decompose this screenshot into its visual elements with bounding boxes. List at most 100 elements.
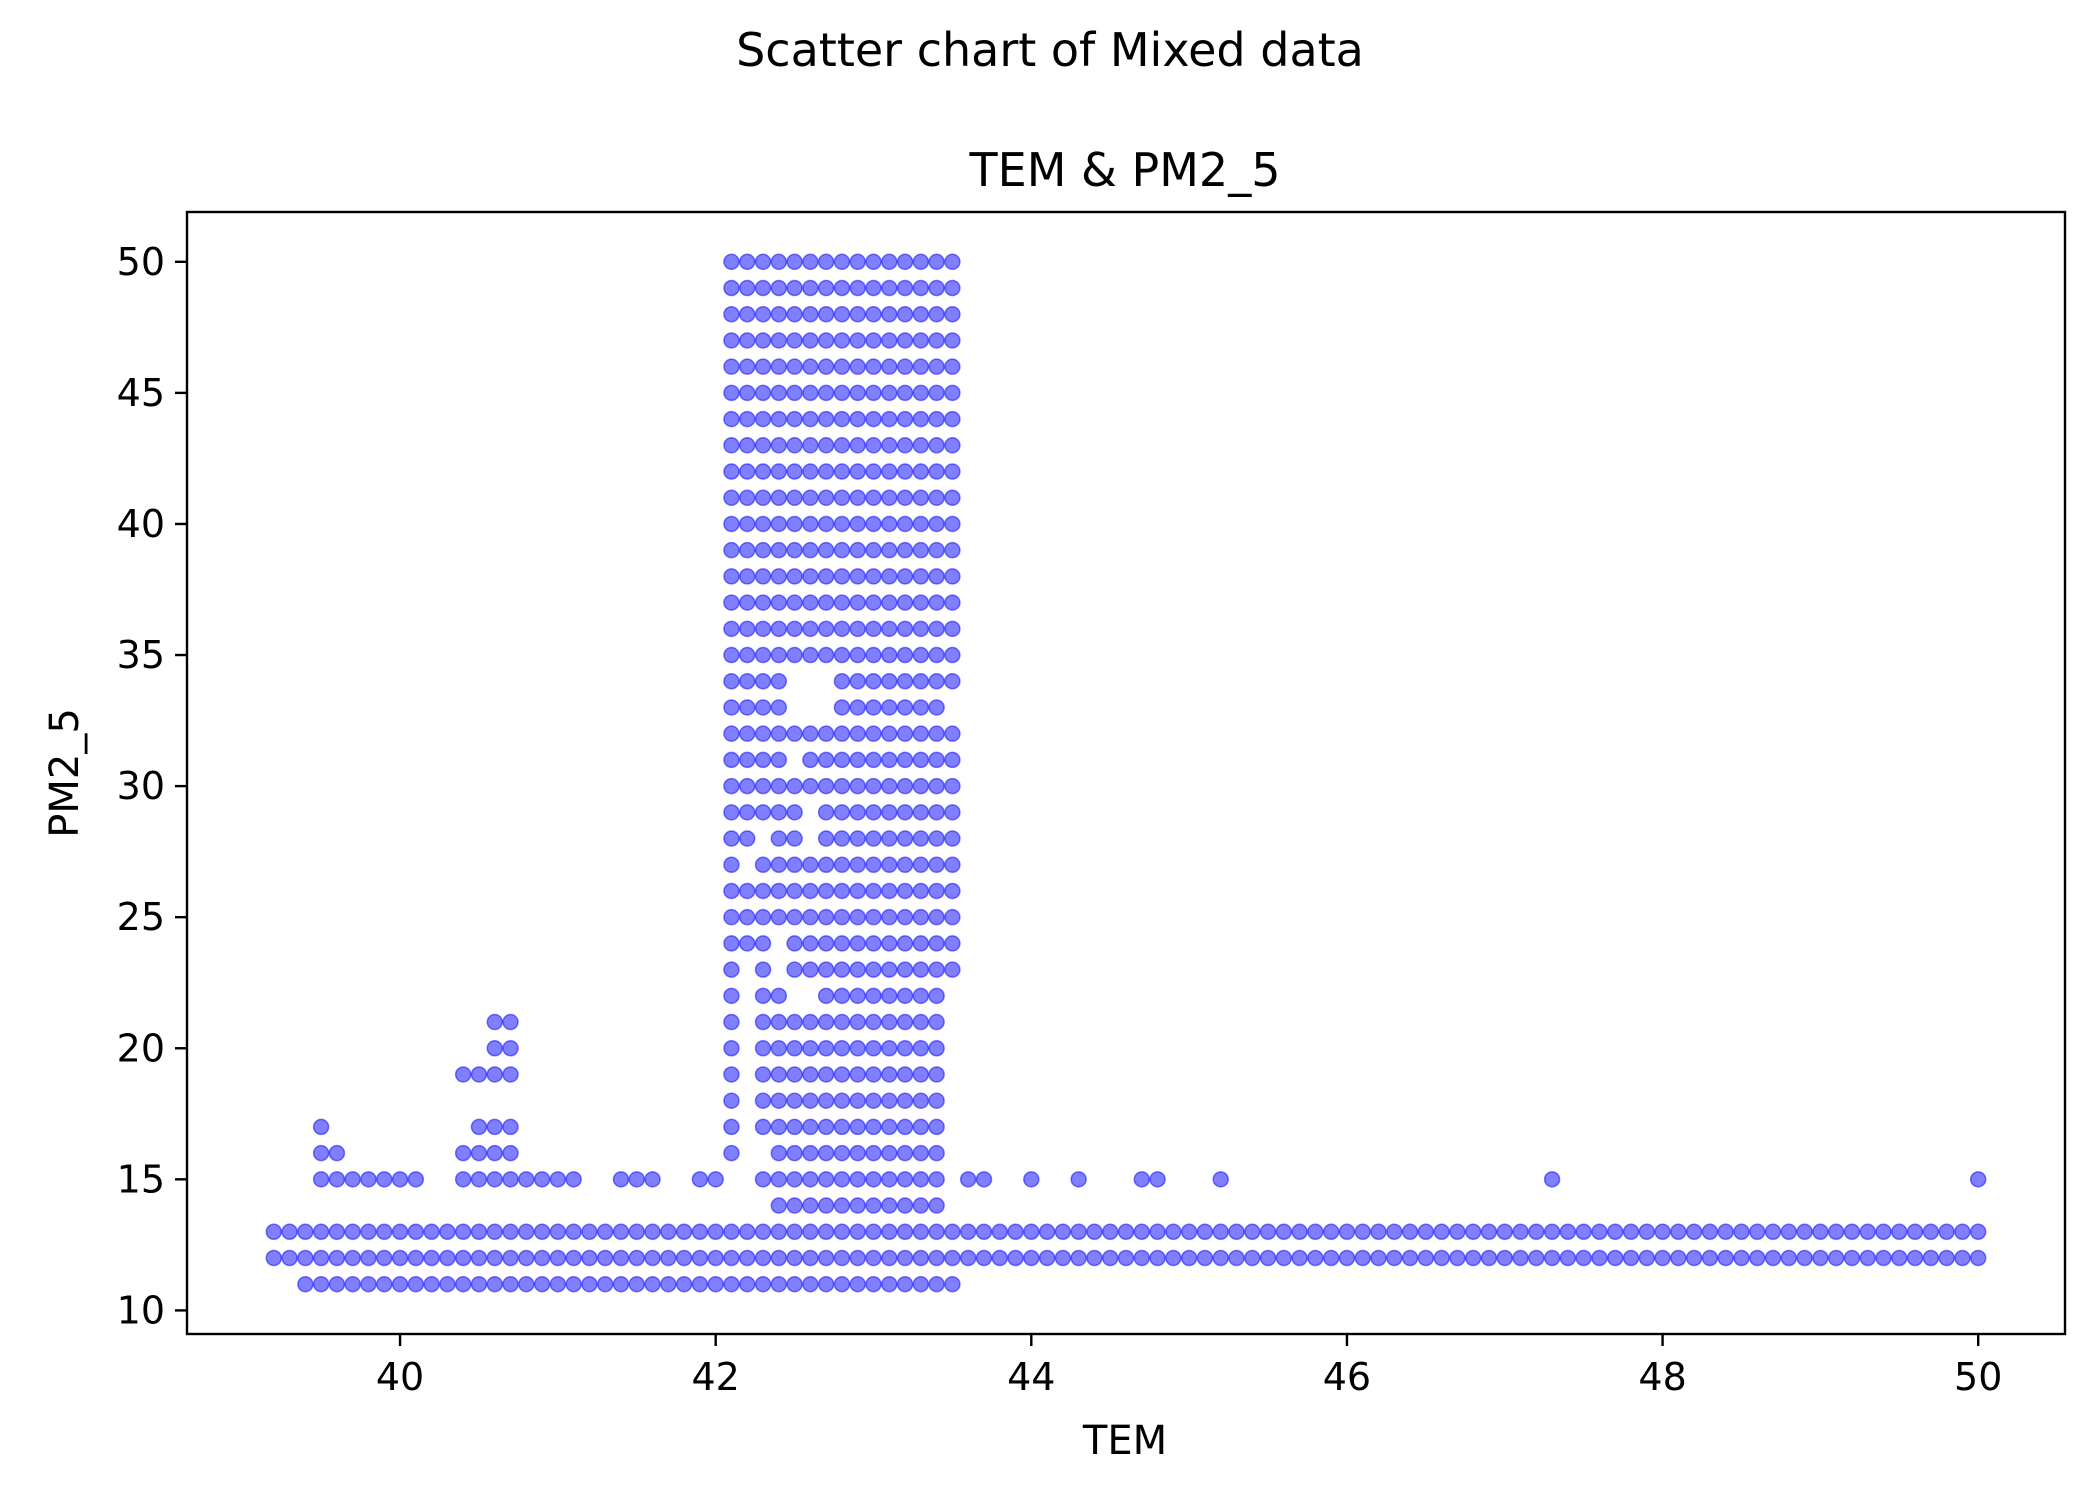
scatter-point (738, 882, 756, 900)
scatter-point (1023, 1249, 1040, 1267)
scatter-point (928, 1092, 945, 1109)
scatter-point (928, 1275, 945, 1293)
scatter-point (944, 358, 961, 375)
scatter-point (754, 725, 772, 742)
scatter-point (817, 1249, 835, 1267)
scatter-point (912, 646, 930, 664)
scatter-point (833, 594, 851, 611)
scatter-point (754, 541, 772, 559)
scatter-point (596, 1223, 614, 1241)
scatter-point (1038, 1249, 1056, 1267)
scatter-point (1070, 1223, 1087, 1241)
scatter-point (1670, 1223, 1687, 1241)
scatter-point (912, 1223, 930, 1241)
scatter-point (912, 804, 930, 821)
scatter-point (1433, 1249, 1450, 1267)
scatter-point (912, 620, 930, 638)
scatter-point (802, 437, 819, 454)
scatter-point (865, 1013, 882, 1031)
scatter-point (754, 961, 772, 978)
scatter-point (770, 725, 788, 742)
scatter-point (1891, 1223, 1908, 1241)
y-tick-label: 20 (117, 1026, 165, 1070)
scatter-point (407, 1275, 425, 1293)
scatter-point (1843, 1249, 1861, 1267)
scatter-point (865, 437, 882, 454)
scatter-point (944, 856, 961, 873)
scatter-point (1149, 1249, 1166, 1267)
scatter-point (1007, 1249, 1024, 1267)
scatter-point (928, 384, 945, 402)
scatter-point (817, 437, 835, 454)
scatter-point (738, 908, 756, 926)
scatter-point (786, 1223, 803, 1241)
scatter-point (581, 1249, 598, 1267)
scatter-point (912, 935, 930, 952)
y-tick-label: 15 (117, 1157, 165, 1201)
scatter-point (944, 594, 961, 611)
scatter-point (817, 253, 835, 271)
scatter-point (849, 1013, 866, 1031)
scatter-point (628, 1223, 646, 1241)
scatter-point (881, 856, 898, 873)
scatter-point (770, 1223, 788, 1241)
scatter-point (912, 961, 930, 978)
scatter-point (833, 332, 851, 349)
scatter-point (723, 437, 740, 454)
scatter-point (502, 1066, 519, 1083)
scatter-point (881, 515, 898, 533)
scatter-point (754, 384, 772, 402)
scatter-point (754, 437, 772, 454)
scatter-point (1322, 1249, 1340, 1267)
scatter-point (881, 804, 898, 821)
scatter-point (738, 935, 756, 952)
scatter-point (786, 830, 803, 847)
scatter-point (865, 699, 882, 716)
scatter-point (1244, 1249, 1261, 1267)
scatter-point (439, 1275, 456, 1293)
scatter-point (865, 358, 882, 375)
scatter-point (881, 1197, 898, 1214)
scatter-point (1827, 1223, 1845, 1241)
scatter-point (849, 1275, 866, 1293)
y-tick-label: 35 (117, 633, 165, 677)
scatter-point (1244, 1223, 1261, 1241)
scatter-point (849, 1223, 866, 1241)
scatter-point (881, 935, 898, 952)
scatter-point (723, 751, 740, 769)
scatter-point (454, 1275, 472, 1293)
scatter-point (849, 410, 866, 428)
scatter-point (533, 1223, 551, 1241)
scatter-point (849, 568, 866, 585)
scatter-point (802, 908, 819, 926)
scatter-point (454, 1171, 472, 1188)
scatter-point (896, 935, 914, 952)
scatter-point (1670, 1249, 1687, 1267)
scatter-point (1291, 1249, 1308, 1267)
scatter-point (928, 804, 945, 821)
scatter-point (928, 751, 945, 769)
x-tick-label: 48 (1638, 1355, 1686, 1399)
scatter-point (802, 1040, 819, 1057)
scatter-point (723, 646, 740, 664)
scatter-point (896, 856, 914, 873)
scatter-point (849, 1118, 866, 1136)
scatter-point (912, 384, 930, 402)
scatter-point (896, 908, 914, 926)
scatter-point (770, 673, 788, 690)
scatter-point (723, 1118, 740, 1136)
scatter-point (738, 1275, 756, 1293)
scatter-point (786, 1092, 803, 1109)
scatter-point (786, 1013, 803, 1031)
scatter-point (565, 1223, 582, 1241)
scatter-point (770, 856, 788, 873)
scatter-point (896, 410, 914, 428)
scatter-point (723, 358, 740, 375)
y-tick-label: 40 (117, 502, 165, 546)
scatter-point (738, 305, 756, 323)
scatter-point (1875, 1223, 1892, 1241)
scatter-point (1117, 1249, 1135, 1267)
scatter-point (881, 489, 898, 506)
scatter-point (881, 1066, 898, 1083)
scatter-point (754, 463, 772, 480)
